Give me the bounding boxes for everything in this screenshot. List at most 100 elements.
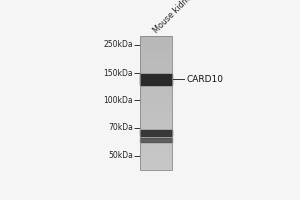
Bar [140, 156, 172, 157]
Bar [140, 89, 172, 90]
Bar [140, 121, 172, 122]
Bar [140, 48, 172, 50]
Bar [140, 70, 172, 71]
Bar [140, 64, 172, 66]
Bar [140, 158, 172, 160]
Bar [140, 102, 172, 103]
Bar [140, 52, 172, 54]
Bar [140, 99, 172, 101]
Bar [140, 58, 172, 59]
Bar [140, 63, 172, 64]
Bar [140, 150, 172, 152]
Bar [140, 154, 172, 156]
Bar [140, 72, 172, 74]
Bar [140, 164, 172, 165]
Bar [140, 79, 172, 81]
Bar [140, 93, 172, 94]
Bar [140, 152, 172, 153]
Bar [140, 141, 172, 142]
Bar [140, 43, 172, 44]
Bar [140, 119, 172, 121]
Bar [140, 86, 172, 87]
Bar [140, 109, 172, 110]
Bar [140, 106, 172, 107]
Bar [140, 111, 172, 113]
Bar [140, 47, 172, 48]
Bar [140, 135, 172, 137]
Bar [140, 165, 172, 166]
Text: 100kDa: 100kDa [103, 96, 133, 105]
Bar [140, 122, 172, 123]
Bar [140, 139, 172, 141]
Bar [140, 51, 172, 52]
Bar [140, 39, 172, 40]
Bar [140, 137, 172, 138]
Bar [140, 153, 172, 154]
Bar [140, 107, 172, 109]
Bar [140, 98, 172, 99]
Bar [140, 105, 172, 106]
Bar [140, 138, 172, 142]
Bar [140, 123, 172, 125]
Bar [140, 125, 172, 126]
Bar [140, 55, 172, 56]
Bar [140, 66, 172, 67]
Bar [140, 36, 172, 170]
Bar [140, 166, 172, 168]
Bar [140, 160, 172, 161]
Bar [140, 38, 172, 39]
Bar [140, 95, 172, 97]
Bar [140, 71, 172, 72]
Bar [140, 42, 172, 43]
Bar [140, 144, 172, 145]
Text: 50kDa: 50kDa [108, 151, 133, 160]
Bar [140, 117, 172, 118]
Bar [140, 94, 172, 95]
Bar [140, 67, 172, 68]
Bar [140, 148, 172, 149]
Bar [140, 157, 172, 158]
Bar [140, 68, 172, 70]
Bar [140, 54, 172, 55]
Bar [140, 138, 172, 139]
Bar [140, 74, 172, 75]
Bar [140, 60, 172, 62]
Bar [140, 77, 172, 78]
Bar [140, 142, 172, 144]
Bar [140, 127, 172, 129]
Text: 150kDa: 150kDa [103, 69, 133, 78]
Bar [140, 101, 172, 102]
Bar [140, 83, 172, 85]
Bar [140, 59, 172, 60]
Bar [140, 40, 172, 42]
Bar [140, 103, 172, 105]
Bar [140, 90, 172, 91]
Bar [140, 130, 172, 136]
Bar [140, 75, 172, 77]
Bar [140, 46, 172, 47]
Bar [140, 146, 172, 148]
Bar [140, 44, 172, 46]
Bar [140, 78, 172, 79]
Bar [140, 110, 172, 111]
Bar [140, 134, 172, 135]
Bar [140, 145, 172, 146]
Bar [140, 162, 172, 164]
Bar [140, 131, 172, 133]
Bar [140, 87, 172, 89]
Bar [140, 91, 172, 93]
Bar [140, 161, 172, 162]
Bar [140, 97, 172, 98]
Bar [140, 133, 172, 134]
Bar [140, 74, 172, 85]
Bar [140, 81, 172, 82]
Text: Mouse kidney: Mouse kidney [152, 0, 198, 35]
Bar [140, 129, 172, 130]
Bar [140, 50, 172, 51]
Text: 250kDa: 250kDa [103, 40, 133, 49]
Bar [140, 114, 172, 115]
Bar [140, 56, 172, 58]
Bar [140, 85, 172, 86]
Bar [140, 149, 172, 150]
Bar [140, 62, 172, 63]
